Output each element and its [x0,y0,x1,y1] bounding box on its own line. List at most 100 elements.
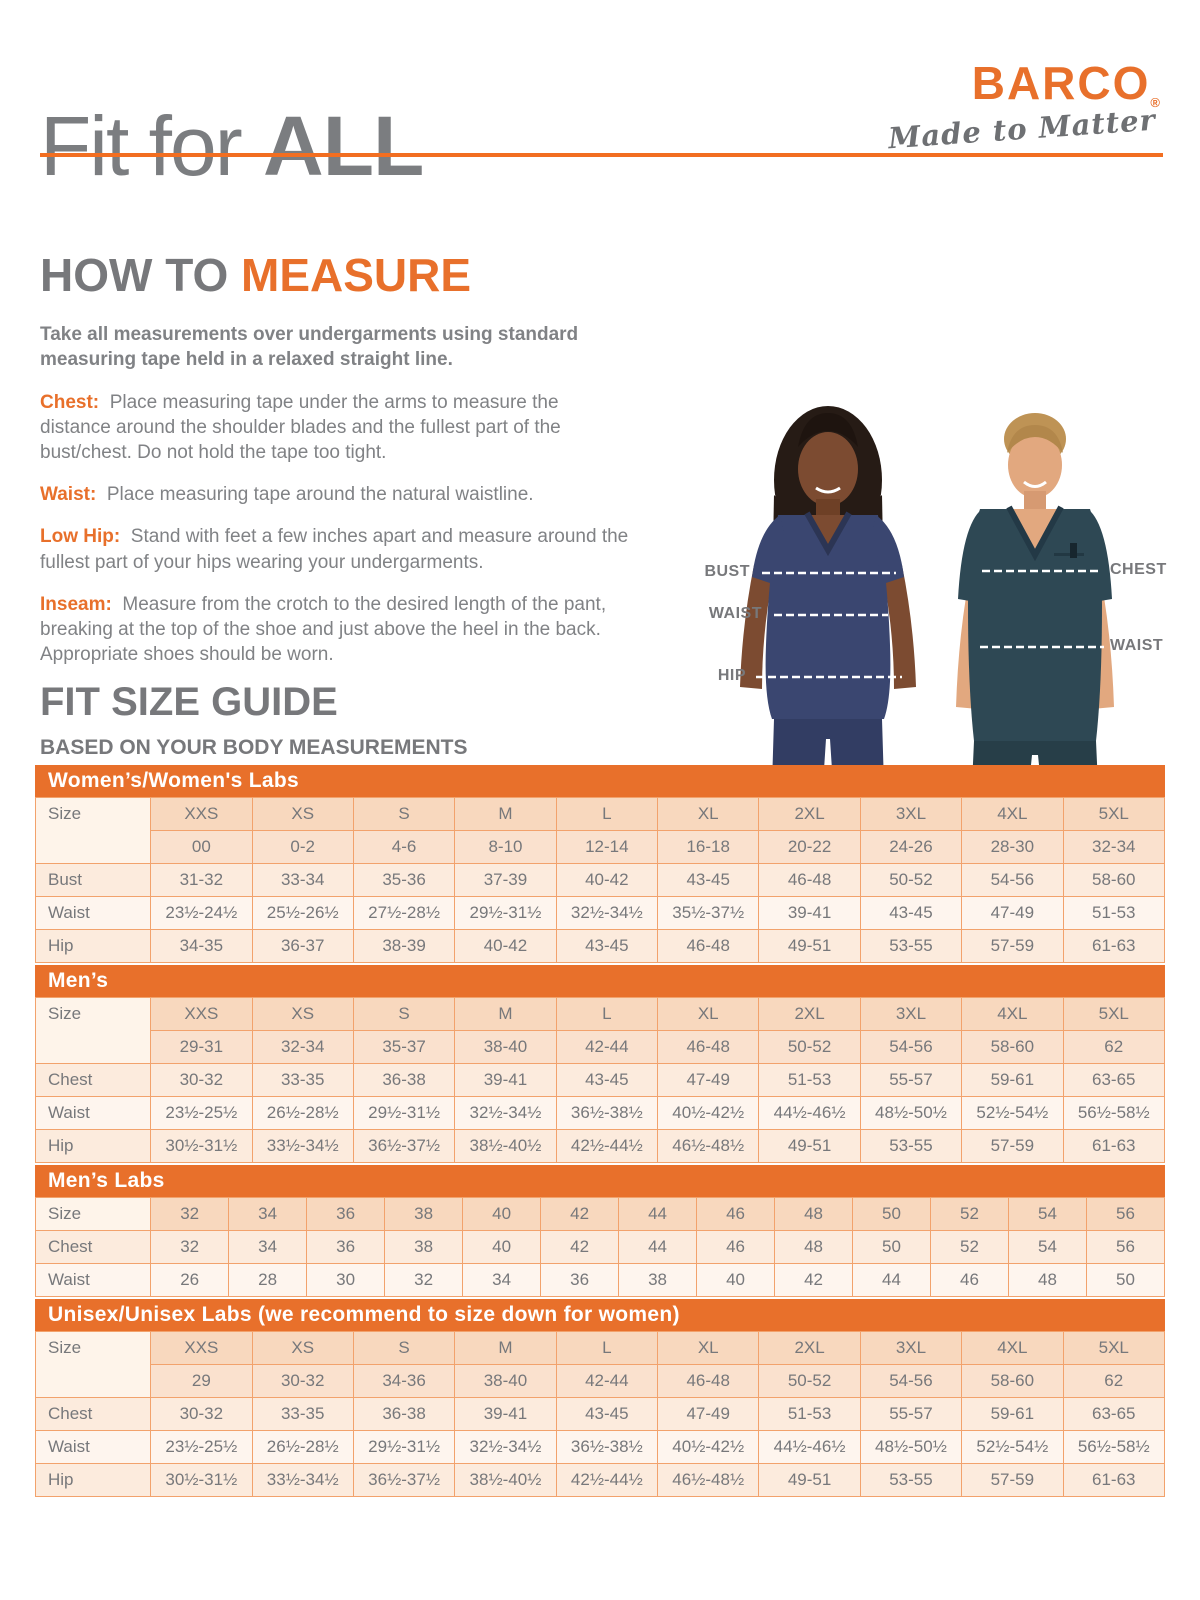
measurement-cell: 48 [1007,1263,1087,1297]
size-column-header: L [555,1331,659,1365]
measurement-cell: 32 [384,1263,464,1297]
numeric-size-cell: 50-52 [758,1030,861,1064]
numeric-size-cell: 24-26 [859,830,963,864]
page-title: Fit for ALL [40,104,424,188]
how-to-measure-section: HOW TO MEASURE Take all measurements ove… [40,248,632,684]
numeric-size-row: 29-31 32-34 35-37 38-40 42-44 46-48 50-52 54-56… [36,1030,1166,1064]
pocket-pen [1070,543,1077,558]
size-table-section: Men’s Size XXS XS S M L XL 2XL 3XL 4XL 5XL 29-31 32-3… [34,965,1166,1163]
size-column-header: 5XL [1062,1331,1166,1365]
size-column-header: 3XL [859,797,963,831]
measurement-cell: 32 [150,1230,230,1264]
numeric-size-cell: 00 [150,830,253,864]
size-column-header: 48 [774,1197,854,1231]
measurement-cell: 40 [462,1230,542,1264]
measurement-cell: 46-48 [657,929,760,963]
numeric-size-cell: 30-32 [251,1364,354,1398]
numeric-size-cell: 35-37 [352,1030,456,1064]
size-column-header: XS [251,797,354,831]
measurement-cell: 30-32 [150,1397,253,1431]
size-table: Size XXS XS S M L XL 2XL 3XL 4XL 5XL 29-31 32-34 35-3… [34,997,1166,1163]
measurement-row: Chest 30-32 33-35 36-38 39-41 43-45 47-49 51-53… [34,1063,1166,1097]
numeric-size-row: 29 30-32 34-36 38-40 42-44 46-48 50-52 54-56 58-… [36,1364,1166,1398]
size-column-header: XS [251,1331,354,1365]
row-label-cell: Waist [34,896,152,930]
size-table-section: Unisex/Unisex Labs (we recommend to size… [34,1299,1166,1497]
bust-measure-label: BUST [704,563,750,580]
size-column-header: M [454,997,557,1031]
measurement-cell: 36½-38½ [555,1430,659,1464]
row-label-cell: Waist [34,1263,152,1297]
measurement-cell: 55-57 [859,1397,963,1431]
size-column-header: 4XL [961,1331,1064,1365]
measurement-cell: 44½-46½ [758,1096,861,1130]
numeric-size-cell: 42-44 [555,1030,659,1064]
measurement-cell: 63-65 [1062,1397,1166,1431]
male-model-illustration [956,413,1114,785]
measurement-cell: 32½-34½ [454,1430,557,1464]
measurement-cell: 32½-34½ [555,896,659,930]
measurement-cell: 26 [150,1263,230,1297]
measurement-cell: 38½-40½ [454,1129,557,1163]
measurement-cell: 61-63 [1062,929,1166,963]
numeric-size-cell: 46-48 [657,1030,760,1064]
table-title-bar: Unisex/Unisex Labs (we recommend to size… [35,1299,1165,1331]
measurement-cell: 61-63 [1062,1463,1166,1497]
measure-intro: Take all measurements over undergarments… [40,324,579,371]
numeric-size-cell: 54-56 [859,1364,963,1398]
measurement-cell: 39-41 [454,1063,557,1097]
size-header-row: Size XXS XS S M L XL 2XL 3XL 4XL 5XL [34,797,1166,864]
size-table-section: Men’s Labs Size 32 34 36 38 40 42 44 46 48 50 52 54 56… [34,1165,1166,1297]
measurement-cell: 32½-34½ [454,1096,557,1130]
numeric-size-cell: 62 [1062,1030,1166,1064]
measurement-cell: 43-45 [555,929,659,963]
measurement-cell: 43-45 [555,1397,659,1431]
numeric-size-cell: 32-34 [1062,830,1166,864]
measurement-cell: 48 [774,1230,854,1264]
numeric-size-cell: 34-36 [352,1364,456,1398]
chest-measure-label: CHEST [1110,561,1167,578]
size-label-cell: Size [34,997,152,1064]
measurement-cell: 50 [852,1230,931,1264]
measurement-cell: 36-38 [352,1397,456,1431]
size-column-header: 36 [306,1197,386,1231]
measure-item-low-hip: Low Hip: Stand with feet a few inches ap… [40,526,629,573]
measurement-row: Waist 26 28 30 32 34 36 38 40 42 44 46 48 50 [34,1263,1166,1297]
size-label-cell: Size [34,797,152,864]
measurement-cell: 29½-31½ [454,896,557,930]
female-model-illustration [740,406,916,785]
size-column-header: 32 [150,1197,230,1231]
measurement-cell: 33-35 [251,1397,354,1431]
measure-item-inseam: Inseam: Measure from the crotch to the d… [40,593,607,665]
size-column-header: 46 [696,1197,776,1231]
measurement-cell: 28 [228,1263,308,1297]
size-table-section: Women’s/Women's Labs Size XXS XS S M L XL 2XL 3XL… [34,765,1166,963]
measure-item-waist: Waist: Place measuring tape around the n… [40,484,534,506]
measurement-cell: 51-53 [1062,896,1166,930]
measurement-cell: 47-49 [657,1063,760,1097]
measurement-cell: 52½-54½ [961,1430,1064,1464]
measurement-cell: 56½-58½ [1062,1096,1166,1130]
measurement-cell: 30½-31½ [150,1463,253,1497]
measurement-cell: 44 [618,1230,698,1264]
measurement-cell: 50 [1085,1263,1166,1297]
measurement-cell: 52 [930,1230,1009,1264]
measurement-cell: 29½-31½ [352,1430,456,1464]
size-label-cell: Size [34,1197,152,1231]
size-header-row: Size XXS XS S M L XL 2XL 3XL 4XL 5XL [34,1331,1166,1398]
measurement-cell: 33½-34½ [251,1463,354,1497]
fit-size-guide-subtitle: BASED ON YOUR BODY MEASUREMENTS [40,736,468,759]
size-table: Size XXS XS S M L XL 2XL 3XL 4XL 5XL 00 0-2 4-6 8-10 12… [34,797,1166,963]
measurement-row: Hip 34-35 36-37 38-39 40-42 43-45 46-48 49-51 53… [34,929,1166,963]
measurement-cell: 36½-37½ [352,1129,456,1163]
measurement-cell: 59-61 [961,1063,1064,1097]
measurement-cell: 47-49 [961,896,1064,930]
measurement-row: Bust 31-32 33-34 35-36 37-39 40-42 43-45 46-48 5… [34,863,1166,897]
size-column-header: 40 [462,1197,542,1231]
numeric-size-cell: 38-40 [454,1030,557,1064]
header-divider [40,153,1163,157]
size-header-row: Size XXS XS S M L XL 2XL 3XL 4XL 5XL [34,997,1166,1064]
measurement-cell: 36 [306,1230,386,1264]
hip-measure-label: HIP [717,667,746,684]
measurement-cell: 25½-26½ [251,896,354,930]
